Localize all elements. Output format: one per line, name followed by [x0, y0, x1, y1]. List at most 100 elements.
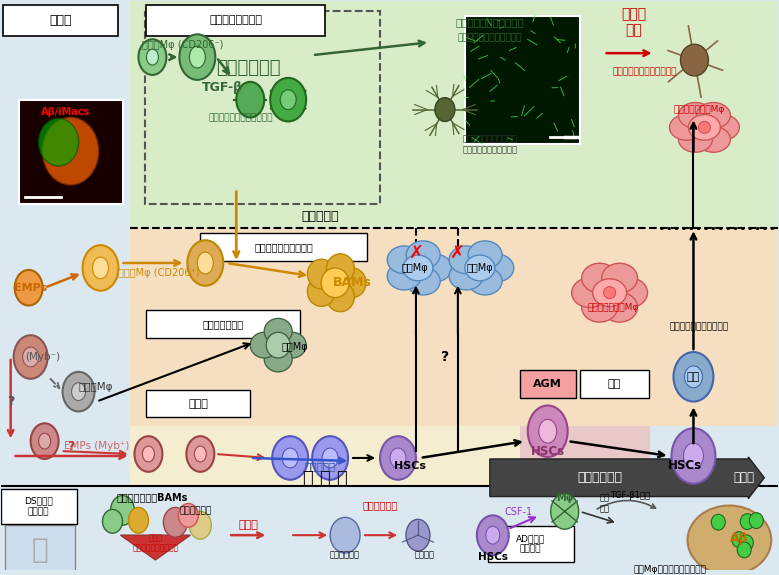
- Text: 神経新生低下: 神経新生低下: [362, 500, 397, 511]
- Ellipse shape: [186, 436, 214, 472]
- Ellipse shape: [582, 293, 618, 322]
- Ellipse shape: [465, 255, 495, 281]
- Text: ✗: ✗: [450, 244, 465, 262]
- Text: 脳内
移植: 脳内 移植: [600, 494, 610, 513]
- Text: 血液脳関門: 血液脳関門: [301, 210, 339, 223]
- Ellipse shape: [679, 102, 713, 128]
- Ellipse shape: [189, 511, 211, 539]
- FancyBboxPatch shape: [488, 526, 573, 562]
- Ellipse shape: [449, 246, 483, 274]
- Ellipse shape: [270, 78, 306, 121]
- Text: 卵黄団: 卵黄団: [49, 14, 72, 27]
- Text: TGF-β1分泌: TGF-β1分泌: [610, 491, 650, 500]
- FancyBboxPatch shape: [130, 228, 778, 426]
- Text: 組織Mφ: 組織Mφ: [402, 263, 428, 273]
- Ellipse shape: [312, 436, 348, 480]
- Ellipse shape: [93, 257, 108, 279]
- Ellipse shape: [387, 246, 421, 274]
- Ellipse shape: [326, 254, 354, 283]
- Ellipse shape: [683, 443, 703, 469]
- Text: EMPs: EMPs: [14, 283, 48, 293]
- Ellipse shape: [706, 114, 739, 140]
- Ellipse shape: [164, 508, 188, 537]
- Ellipse shape: [527, 405, 568, 457]
- Ellipse shape: [178, 504, 199, 527]
- Ellipse shape: [278, 332, 306, 358]
- Ellipse shape: [62, 372, 94, 412]
- Ellipse shape: [387, 262, 421, 290]
- Ellipse shape: [30, 423, 58, 459]
- Ellipse shape: [601, 293, 637, 322]
- FancyBboxPatch shape: [1, 489, 76, 524]
- FancyBboxPatch shape: [146, 310, 300, 338]
- Ellipse shape: [403, 255, 433, 281]
- Ellipse shape: [103, 509, 122, 533]
- Ellipse shape: [188, 240, 224, 286]
- FancyBboxPatch shape: [130, 1, 778, 228]
- Ellipse shape: [380, 436, 416, 480]
- FancyBboxPatch shape: [649, 1, 778, 228]
- Ellipse shape: [72, 383, 86, 401]
- Ellipse shape: [699, 121, 710, 133]
- Text: 神経細胞: 神経細胞: [415, 550, 435, 559]
- FancyBboxPatch shape: [1, 486, 778, 570]
- Ellipse shape: [739, 535, 753, 551]
- Ellipse shape: [749, 513, 763, 528]
- Ellipse shape: [280, 90, 296, 110]
- Ellipse shape: [83, 245, 118, 291]
- Ellipse shape: [264, 346, 292, 372]
- Text: 胎生期
脳免疫細胞の均衡破紺: 胎生期 脳免疫細胞の均衡破紺: [132, 534, 178, 553]
- Text: 神経前駅細胞: 神経前駅細胞: [330, 550, 360, 559]
- Ellipse shape: [551, 493, 579, 529]
- Text: 細胞死と自己分裂による
ポピュレーションの維持: 細胞死と自己分裂による ポピュレーションの維持: [462, 135, 517, 154]
- Text: ADモデル
マウス脳: ADモデル マウス脳: [516, 534, 545, 554]
- Text: CSF-1: CSF-1: [505, 507, 533, 518]
- Text: DSモデル
マウス脳: DSモデル マウス脳: [24, 497, 53, 516]
- Ellipse shape: [582, 263, 618, 293]
- Text: 胎仙肝: 胎仙肝: [189, 398, 208, 408]
- FancyBboxPatch shape: [520, 370, 576, 397]
- Ellipse shape: [139, 39, 167, 75]
- Text: 組織Mφ: 組織Mφ: [282, 342, 308, 352]
- Text: AGM: AGM: [534, 379, 562, 389]
- Ellipse shape: [449, 262, 483, 290]
- FancyBboxPatch shape: [19, 99, 124, 204]
- Ellipse shape: [272, 436, 308, 480]
- Text: Aβ/iMacs: Aβ/iMacs: [41, 106, 90, 117]
- Text: 末梢血単球由来Mφ: 末梢血単球由来Mφ: [674, 105, 725, 114]
- Ellipse shape: [674, 352, 714, 401]
- Ellipse shape: [468, 241, 502, 269]
- Ellipse shape: [43, 117, 98, 185]
- Text: 老齢期: 老齢期: [734, 472, 755, 484]
- Ellipse shape: [146, 49, 158, 65]
- Ellipse shape: [135, 436, 162, 472]
- Polygon shape: [121, 535, 190, 560]
- Text: Aβ: Aβ: [730, 532, 749, 545]
- Text: 胎仙肝単球: 胎仙肝単球: [305, 461, 336, 471]
- Text: TGF-β: TGF-β: [202, 81, 243, 94]
- Ellipse shape: [129, 508, 149, 533]
- Ellipse shape: [338, 268, 366, 298]
- Ellipse shape: [737, 542, 751, 558]
- Text: ?: ?: [67, 439, 74, 453]
- Text: 原始개Mφ (CD206⁻): 原始개Mφ (CD206⁻): [142, 40, 223, 50]
- Text: 組織Mφ: 組織Mφ: [467, 263, 493, 273]
- Text: 硬膜・血管腔・脈絡巒: 硬膜・血管腔・脈絡巒: [255, 242, 314, 252]
- Ellipse shape: [696, 126, 731, 152]
- FancyBboxPatch shape: [146, 5, 325, 36]
- Text: 脳炎症: 脳炎症: [238, 520, 258, 530]
- Ellipse shape: [14, 335, 48, 379]
- Text: 単球: 単球: [687, 372, 700, 382]
- Text: 原始개Mφ (CD206⁺): 原始개Mφ (CD206⁺): [118, 268, 199, 278]
- Ellipse shape: [688, 505, 771, 575]
- Ellipse shape: [480, 254, 514, 282]
- Text: サブポピュレーション形成: サブポピュレーション形成: [612, 67, 677, 76]
- Ellipse shape: [601, 263, 637, 293]
- FancyBboxPatch shape: [130, 426, 520, 540]
- FancyBboxPatch shape: [465, 16, 580, 144]
- Text: ?: ?: [7, 395, 14, 408]
- Ellipse shape: [740, 513, 754, 530]
- Ellipse shape: [671, 428, 715, 484]
- Text: その他全身組織: その他全身組織: [203, 319, 244, 329]
- Ellipse shape: [197, 252, 213, 274]
